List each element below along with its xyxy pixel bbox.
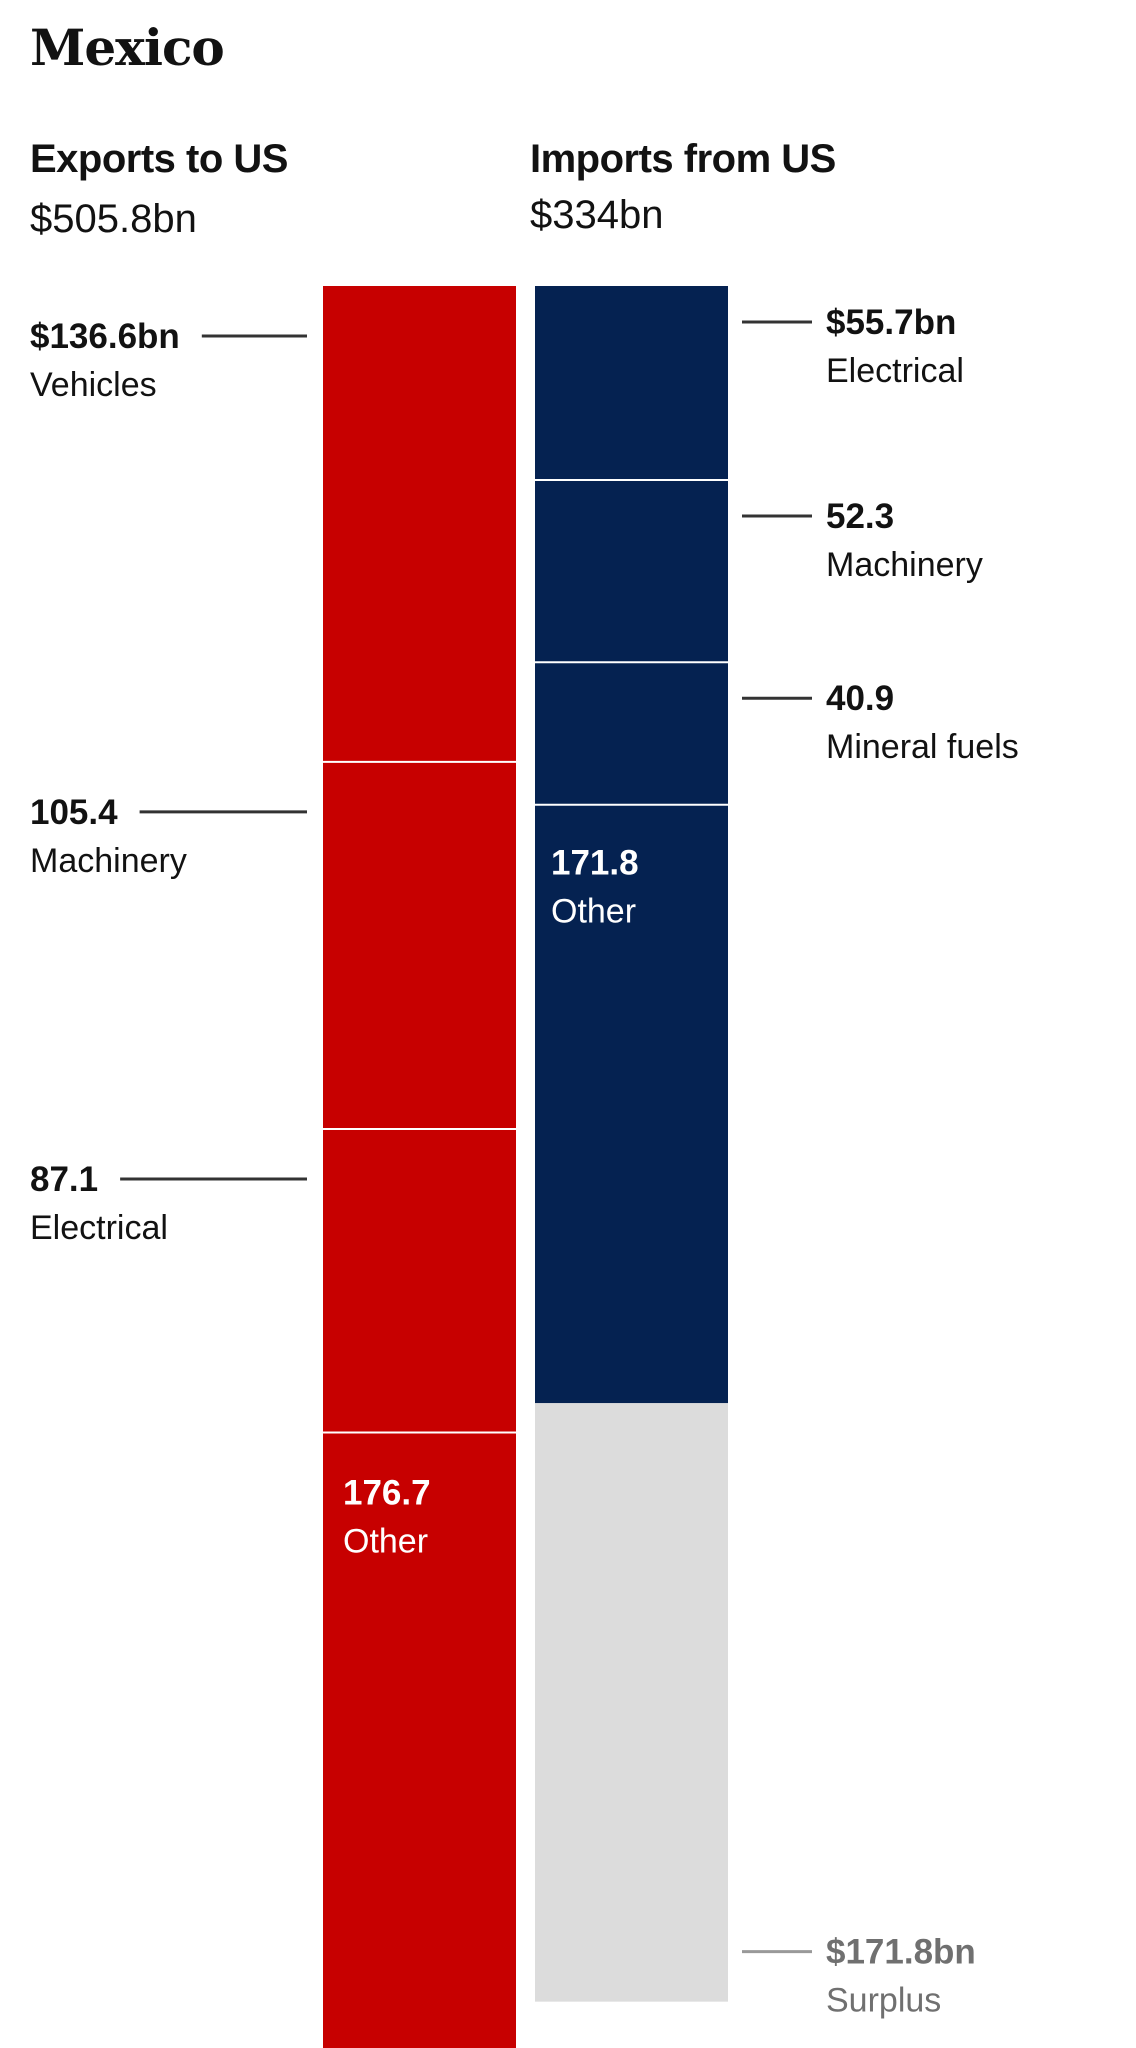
exports-category-label: Vehicles [30, 366, 157, 404]
imports-value-label: 171.8 [551, 844, 639, 883]
exports-bar-machinery [323, 761, 516, 1130]
exports-category-label: Other [343, 1522, 428, 1560]
exports-total: $505.8bn [30, 197, 197, 241]
surplus-category-label: Surplus [826, 1982, 941, 2020]
exports-value-label: $136.6bn [30, 317, 180, 356]
imports-bar-other [535, 804, 728, 1404]
exports-value-label: 176.7 [343, 1473, 431, 1512]
exports-category-label: Machinery [30, 842, 187, 880]
exports-heading: Exports to US [30, 137, 288, 181]
imports-value-label: 40.9 [826, 679, 894, 718]
imports-category-label: Other [551, 893, 636, 931]
exports-value-label: 105.4 [30, 793, 118, 832]
exports-bar-vehicles [323, 286, 516, 762]
imports-bar-machinery [535, 480, 728, 663]
imports-value-label: $55.7bn [826, 303, 956, 342]
imports-category-label: Mineral fuels [826, 728, 1019, 766]
surplus-value-label: $171.8bn [826, 1933, 976, 1972]
chart-title: Mexico [30, 18, 225, 77]
exports-category-label: Electrical [30, 1209, 168, 1247]
imports-value-label: 52.3 [826, 497, 894, 536]
imports-heading: Imports from US [530, 137, 836, 181]
imports-bar-electrical [535, 286, 728, 481]
imports-category-label: Machinery [826, 546, 983, 584]
exports-bar-electrical [323, 1129, 516, 1433]
imports-bar-mineral-fuels [535, 662, 728, 805]
imports-bar-surplus [535, 1403, 728, 2002]
exports-bar-other [323, 1432, 516, 2048]
imports-category-label: Electrical [826, 352, 964, 390]
imports-total: $334bn [530, 193, 664, 237]
exports-value-label: 87.1 [30, 1160, 98, 1199]
